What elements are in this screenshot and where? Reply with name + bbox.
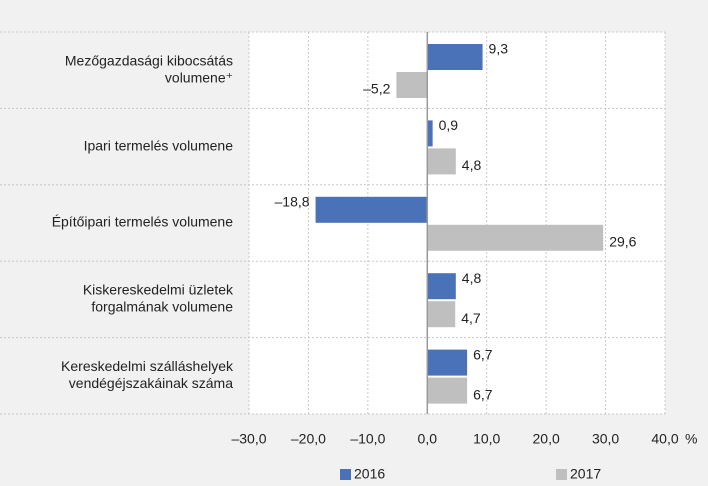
value-label: 9,3 [489,41,509,57]
x-tick-label: 30,0 [592,431,619,447]
y-tick-label: Kiskereskedelmi üzletek [83,282,234,298]
x-tick-label: 40,0 [651,431,678,447]
y-tick-label: Ipari termelés volumene [84,137,234,153]
x-tick-label: 20,0 [533,431,560,447]
value-label: 4,8 [462,270,482,286]
value-label: 6,7 [473,386,493,402]
y-tick-label: Kereskedelmi szálláshelyek [61,358,234,374]
x-tick-label: 0,0 [418,431,438,447]
value-label: –18,8 [275,194,310,210]
legend-swatch [556,469,567,480]
x-tick-label: 10,0 [473,431,500,447]
value-label: 4,7 [461,310,481,326]
x-axis-unit: % [685,431,697,447]
legend-label: 2016 [354,466,385,482]
value-label: 4,8 [462,157,482,173]
bar [427,120,433,147]
y-tick-label: vendégéjszakáinak száma [69,375,233,391]
x-tick-label: –20,0 [291,431,326,447]
x-tick-label: –10,0 [350,431,385,447]
bar [427,377,468,404]
y-tick-label: volumene⁺ [165,69,233,85]
value-label: –5,2 [363,81,390,97]
bar [315,196,428,223]
bar [396,72,428,98]
bar [427,224,604,251]
value-label: 6,7 [473,346,493,362]
y-tick-label: Mezőgazdasági kibocsátás [65,52,233,68]
x-tick-label: –30,0 [231,431,266,447]
bar [427,349,468,376]
legend-label: 2017 [570,466,601,482]
value-label: 29,6 [609,234,636,250]
bar [427,301,456,328]
bar [427,148,456,175]
legend-swatch [340,469,351,480]
y-tick-label: Építőipari termelés volumene [52,214,234,230]
bar [427,44,483,70]
bar [427,273,456,300]
value-label: 0,9 [439,117,459,133]
y-tick-label: forgalmának volumene [91,299,233,315]
